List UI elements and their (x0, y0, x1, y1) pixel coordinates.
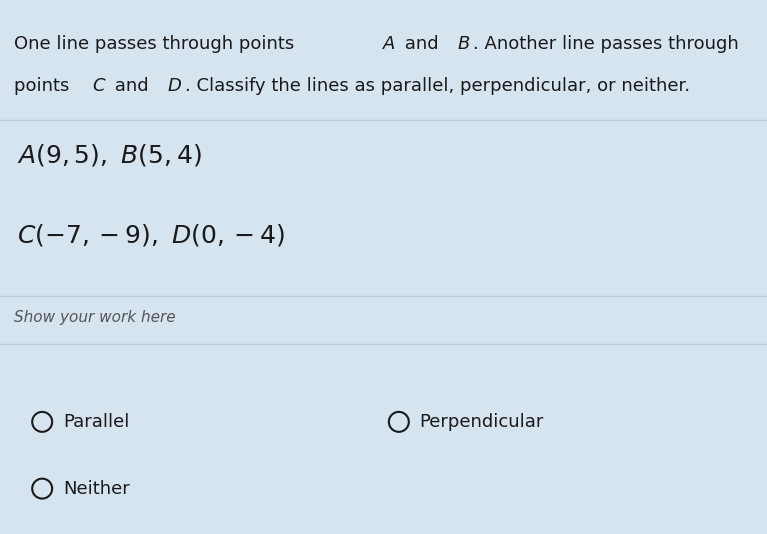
Text: One line passes through points: One line passes through points (14, 35, 300, 53)
Text: Parallel: Parallel (63, 413, 130, 431)
Text: A: A (383, 35, 395, 53)
Text: Show your work here: Show your work here (14, 310, 176, 325)
Text: C: C (93, 77, 105, 96)
Text: and: and (109, 77, 154, 96)
Text: . Another line passes through: . Another line passes through (473, 35, 739, 53)
Text: $\mathit{A}$$(9, 5),\ \mathit{B}$$(5, 4)$: $\mathit{A}$$(9, 5),\ \mathit{B}$$(5, 4)… (17, 142, 202, 168)
Text: Perpendicular: Perpendicular (420, 413, 544, 431)
Text: points: points (14, 77, 75, 96)
Text: D: D (167, 77, 181, 96)
Text: Neither: Neither (63, 480, 130, 498)
Text: . Classify the lines as parallel, perpendicular, or neither.: . Classify the lines as parallel, perpen… (186, 77, 690, 96)
Text: B: B (457, 35, 469, 53)
Text: and: and (399, 35, 444, 53)
Text: $\mathit{C}$$(-7, -9),\ \mathit{D}$$(0, -4)$: $\mathit{C}$$(-7, -9),\ \mathit{D}$$(0, … (17, 222, 285, 248)
